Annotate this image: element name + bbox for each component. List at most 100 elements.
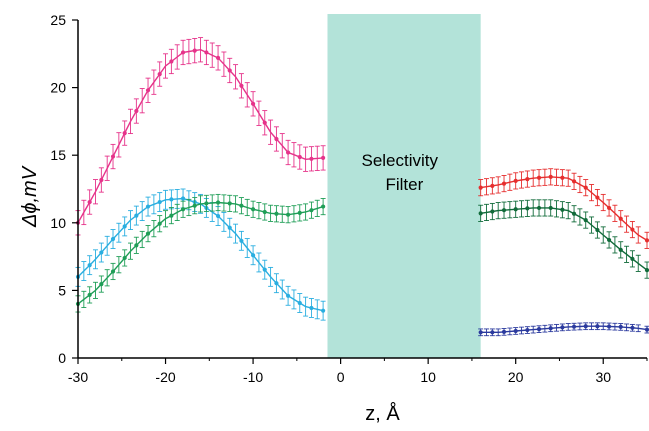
data-point [122, 224, 127, 229]
data-point [571, 211, 577, 216]
data-point [110, 236, 116, 242]
x-axis-title: z, Å [365, 402, 400, 425]
data-point [630, 227, 635, 232]
data-point [321, 204, 326, 209]
data-point [134, 108, 139, 114]
x-tick-label: 0 [337, 369, 345, 385]
data-point [134, 213, 139, 218]
data-point [250, 207, 256, 212]
data-point [513, 207, 518, 212]
data-point [525, 327, 530, 333]
data-point [309, 305, 314, 311]
data-point [536, 205, 542, 211]
data-point [192, 48, 197, 53]
data-point [583, 324, 588, 329]
data-point [644, 327, 649, 332]
data-point [478, 330, 483, 335]
data-point [215, 55, 221, 60]
y-tick-label: 0 [58, 350, 66, 366]
data-point [262, 267, 267, 272]
y-tick-label: 15 [50, 147, 66, 163]
y-tick-label: 25 [50, 12, 66, 28]
series-6 [478, 322, 649, 337]
axes [77, 20, 647, 359]
data-point [478, 185, 483, 190]
data-point [157, 221, 162, 226]
data-point [157, 199, 162, 205]
data-point [145, 231, 151, 236]
y-tick-label: 5 [58, 282, 66, 298]
data-point [274, 281, 279, 286]
data-point [618, 247, 623, 252]
data-point [606, 205, 612, 211]
x-tick-label: -30 [68, 369, 88, 385]
data-point [501, 329, 507, 334]
y-tick-label: 20 [50, 80, 66, 96]
y-tick-label: 10 [50, 215, 66, 231]
data-point [321, 308, 326, 313]
data-point [536, 175, 542, 180]
data-point [262, 120, 267, 125]
selectivity-filter-label-line2: Filter [385, 175, 423, 194]
data-point [644, 268, 649, 273]
data-point [122, 131, 127, 136]
data-point [134, 243, 139, 248]
x-tick-label: 10 [420, 369, 436, 385]
data-point [490, 183, 495, 188]
data-point [204, 201, 209, 206]
data-point [239, 203, 244, 208]
data-point [513, 178, 518, 183]
data-point [606, 324, 612, 329]
data-point [297, 300, 302, 306]
data-point [297, 154, 302, 160]
data-point [285, 293, 291, 298]
data-point [262, 209, 267, 215]
x-tick-label: 30 [595, 369, 611, 385]
data-point [110, 269, 116, 274]
data-point [99, 281, 104, 287]
data-point [583, 217, 588, 223]
data-point [297, 210, 302, 215]
data-point [145, 204, 151, 209]
data-point [321, 155, 326, 161]
data-point [501, 208, 507, 213]
data-point [571, 324, 577, 329]
data-point [571, 179, 577, 184]
data-point [180, 196, 186, 201]
data-point [285, 150, 291, 155]
data-point [122, 255, 127, 261]
data-point [227, 68, 232, 73]
data-point [595, 324, 600, 329]
series-3-left-line [77, 201, 324, 305]
data-point [560, 207, 565, 212]
data-point [87, 292, 92, 298]
x-tick-label: 20 [508, 369, 524, 385]
data-point [215, 200, 221, 205]
data-point [595, 195, 600, 200]
data-point [274, 136, 279, 142]
data-point [110, 154, 116, 159]
data-point [250, 253, 256, 258]
data-point [490, 330, 495, 335]
data-point [239, 238, 244, 243]
data-point [560, 175, 565, 180]
data-point [169, 59, 174, 64]
selectivity-filter-band [327, 14, 481, 358]
series-5 [478, 199, 649, 279]
data-point [99, 250, 104, 255]
ticks: -30 -20 -10 0 10 20 30 0 5 10 15 20 25 [50, 12, 648, 385]
data-point [525, 176, 530, 182]
data-point [285, 212, 291, 217]
data-point [169, 213, 174, 218]
data-point [239, 83, 244, 88]
data-point [87, 199, 92, 205]
data-point [618, 324, 623, 330]
data-point [227, 225, 232, 230]
data-point [169, 197, 174, 202]
series-1 [75, 37, 326, 236]
data-point [145, 88, 151, 93]
data-point [583, 185, 588, 190]
x-tick-label: -20 [155, 369, 175, 385]
data-point [227, 201, 232, 206]
data-point [548, 174, 553, 179]
